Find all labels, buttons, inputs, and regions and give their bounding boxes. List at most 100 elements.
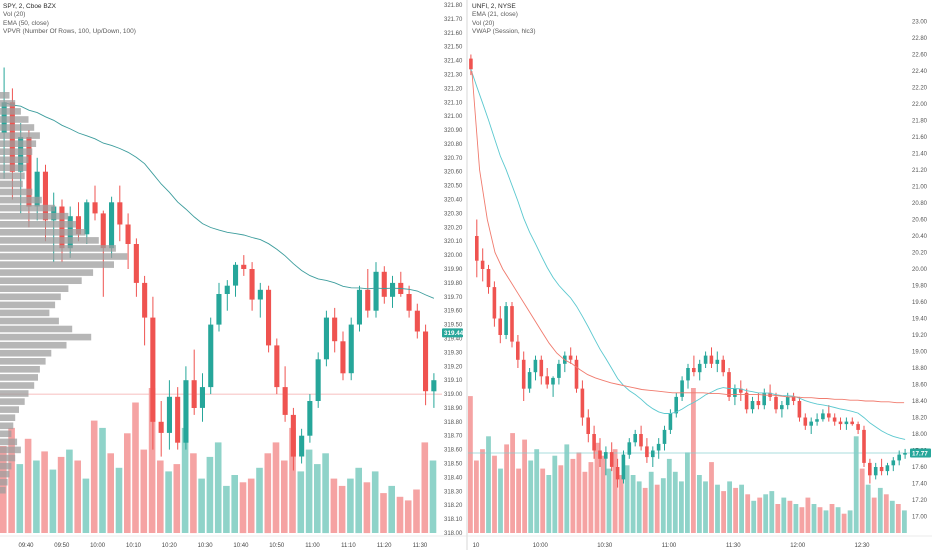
volume-bar: [841, 513, 847, 533]
price-axis-label: 319.40: [444, 337, 463, 343]
volume-profile-bar: [0, 341, 67, 349]
price-axis-label: 17.60: [912, 465, 928, 471]
candle-body: [551, 377, 555, 385]
spy-legend-vpvr: VPVR (Number Of Rows, 100, Up/Down, 100): [3, 28, 136, 36]
candle-body: [803, 417, 808, 426]
price-axis-label: 22.80: [912, 36, 928, 42]
volume-bar: [239, 482, 247, 534]
volume-bar: [588, 462, 594, 533]
price-tag-box: [910, 448, 931, 458]
price-axis-label: 21.40: [912, 152, 928, 158]
price-axis-label: 21.60: [912, 135, 928, 141]
volume-profile-bar: [0, 261, 114, 268]
time-axis-label: 10:00: [533, 543, 549, 549]
candle-body: [75, 216, 81, 235]
candle-body: [150, 317, 156, 422]
candle-body: [627, 442, 632, 455]
volume-bar: [570, 458, 576, 533]
volume-bar: [727, 481, 732, 533]
volume-bar: [895, 504, 901, 533]
candle-body: [621, 454, 626, 480]
candle-body: [249, 269, 255, 300]
volume-profile-bar: [0, 212, 69, 220]
volume-bar: [528, 460, 534, 533]
price-axis-label: 22.60: [912, 53, 928, 59]
price-axis-label: 318.10: [444, 517, 463, 523]
volume-bar: [817, 507, 823, 533]
volume-bar: [745, 494, 751, 533]
volume-bar: [787, 500, 793, 533]
volume-profile-bar: [0, 164, 27, 172]
price-axis-label: 18.40: [912, 399, 928, 405]
volume-profile-bar: [0, 92, 10, 99]
volume-bar: [540, 468, 546, 533]
volume-bar: [198, 478, 205, 533]
volume-bar: [404, 500, 412, 533]
price-axis-label: 18.20: [912, 416, 928, 422]
candle-body: [492, 287, 497, 319]
candle-body: [266, 289, 272, 346]
volume-profile-bar: [0, 188, 33, 196]
candle-body: [533, 359, 538, 373]
time-axis-label: 11:00: [305, 543, 320, 549]
volume-bar: [510, 433, 515, 533]
price-axis-label: 20.40: [912, 234, 928, 240]
volume-bar: [847, 510, 853, 533]
volume-profile-bar: [0, 486, 6, 494]
volume-bar: [823, 510, 829, 533]
spy-chart-panel[interactable]: [0, 67, 442, 534]
volume-bar: [546, 475, 552, 533]
volume-profile-bar: [0, 462, 12, 470]
volume-bar: [468, 396, 473, 533]
volume-profile-bar: [0, 414, 16, 421]
time-axis-label: 11:20: [377, 543, 392, 549]
candle-body: [166, 396, 172, 433]
volume-bar: [181, 427, 189, 533]
unfi-chart-panel[interactable]: [468, 54, 910, 534]
volume-bar: [140, 449, 148, 533]
price-axis-label: 321.20: [444, 86, 463, 92]
volume-bar: [660, 478, 666, 533]
volume-bar: [751, 500, 757, 533]
volume-bar: [769, 491, 775, 533]
price-axis-label: 319.80: [444, 281, 463, 287]
candle-body: [142, 282, 148, 318]
price-axis-label: 17.00: [912, 515, 928, 521]
volume-bar: [347, 478, 354, 533]
candle-body: [84, 202, 90, 235]
volume-profile-bar: [0, 148, 33, 155]
volume-bar: [157, 460, 164, 533]
price-axis-label: 22.40: [912, 69, 928, 75]
volume-profile-bar: [0, 293, 61, 301]
candle-body: [414, 310, 420, 332]
candle-body: [42, 171, 48, 221]
volume-profile-bar: [0, 301, 56, 309]
volume-bar: [685, 452, 690, 533]
volume-bar: [396, 496, 404, 534]
price-axis-label: 318.90: [444, 406, 463, 412]
volume-bar: [247, 478, 255, 533]
candle-body: [290, 414, 296, 457]
candle-body: [92, 202, 98, 214]
price-axis-label: 319.10: [444, 378, 463, 384]
price-axis-label: 318.70: [444, 434, 463, 440]
volume-profile-bar: [0, 382, 35, 389]
candle-body: [844, 421, 849, 425]
price-axis-label: 318.60: [444, 448, 463, 454]
volume-profile-bar: [0, 253, 128, 260]
candle-body: [633, 434, 637, 443]
candle-body: [709, 355, 714, 364]
candle-body: [598, 450, 602, 459]
candle-body: [762, 392, 766, 406]
candle-body: [885, 465, 890, 472]
volume-bar: [630, 475, 636, 533]
candle-body: [431, 380, 437, 392]
volume-bar: [380, 493, 387, 533]
volume-bar: [74, 460, 81, 533]
candle-body: [510, 306, 514, 342]
candle-body: [241, 264, 247, 269]
price-axis-label: 19.20: [912, 333, 928, 339]
time-axis-label: 10:50: [269, 543, 285, 549]
candle-body: [100, 213, 106, 249]
